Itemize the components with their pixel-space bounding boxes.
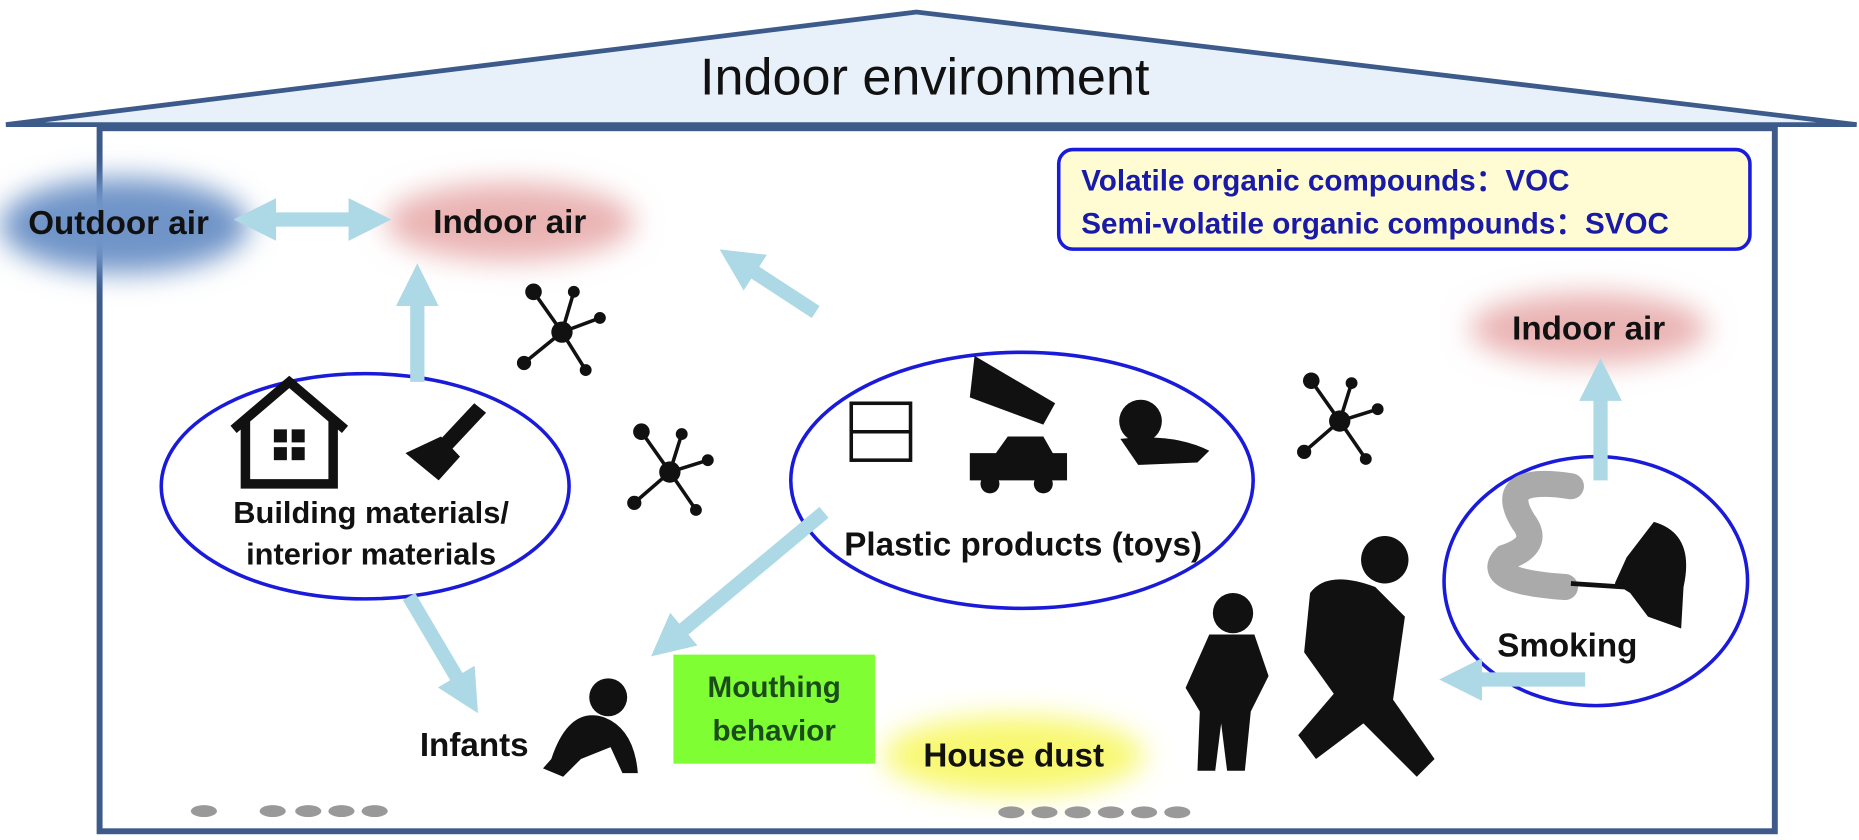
node-label: Plastic products (toys)	[844, 526, 1202, 563]
group-ellipse	[789, 350, 1255, 611]
molecule	[516, 283, 606, 377]
legend-box	[1056, 147, 1752, 251]
node-label: Infants	[420, 727, 529, 764]
infant-silhouette	[542, 678, 638, 777]
node-label: Indoor air	[1512, 311, 1665, 348]
arrow	[402, 592, 478, 714]
node-label: Mouthing	[708, 671, 841, 704]
node-label: Smoking	[1497, 627, 1637, 664]
node-label: interior materials	[246, 536, 496, 571]
node-label: behavior	[712, 715, 836, 748]
arrow	[719, 249, 820, 318]
roof	[5, 9, 1857, 128]
children-silhouette	[1185, 536, 1435, 777]
indoor-glow	[385, 182, 635, 262]
outdoor-glow	[0, 178, 249, 273]
toy-icons	[849, 355, 1210, 494]
brush-icon	[405, 403, 487, 481]
dust-glow	[883, 716, 1145, 795]
node-label: House dust	[923, 738, 1104, 775]
legend-line: Volatile organic compounds：VOC	[1081, 165, 1569, 198]
molecule	[1297, 372, 1384, 465]
title: Indoor environment	[700, 49, 1150, 107]
mouthing-box	[673, 654, 875, 764]
node-label: Outdoor air	[28, 205, 209, 242]
node-label: Building materials/	[233, 495, 509, 530]
smoking-icon	[1487, 470, 1687, 629]
indoor-glow	[1470, 293, 1708, 365]
legend-line: Semi-volatile organic compounds：SVOC	[1081, 207, 1669, 240]
house-icon	[230, 375, 349, 489]
dots	[190, 805, 1191, 819]
arrow	[651, 506, 829, 657]
molecule	[627, 423, 714, 516]
group-ellipse	[159, 371, 571, 601]
node-label: Indoor air	[433, 204, 586, 241]
